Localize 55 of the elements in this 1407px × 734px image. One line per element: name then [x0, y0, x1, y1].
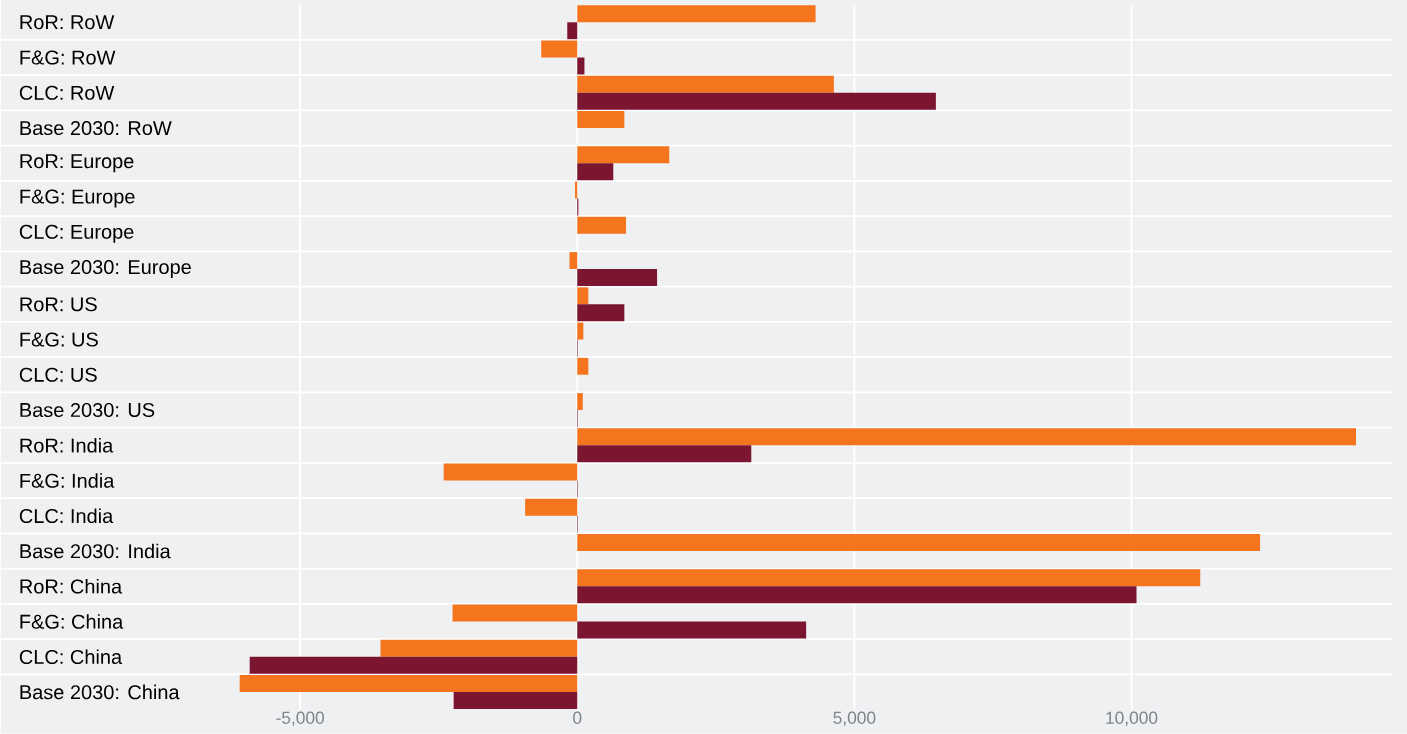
bar	[577, 322, 584, 340]
bar	[577, 445, 752, 463]
bar	[575, 181, 578, 199]
bar	[577, 111, 625, 129]
y-tick-label: RoR: US	[20, 297, 97, 312]
bar	[577, 146, 670, 164]
bar	[577, 358, 589, 375]
bar	[541, 40, 578, 58]
bar	[567, 22, 578, 40]
y-tick-label: RoR: Europe	[20, 154, 134, 173]
y-tick-label: CLC: US	[19, 367, 97, 383]
bar	[577, 569, 1201, 587]
y-tick-label: RoR: India	[20, 438, 114, 453]
bar	[577, 57, 585, 75]
bar	[577, 428, 1356, 446]
y-tick-label: CLC: Europe	[19, 224, 134, 244]
x-tick-label: 5,000	[833, 711, 876, 727]
bar	[577, 393, 583, 411]
bar	[577, 269, 658, 287]
bar	[577, 93, 936, 110]
y-tick-label: F&G: India	[20, 473, 115, 489]
bar	[577, 5, 816, 23]
y-tick-label: F&G: RoW	[20, 50, 116, 65]
bar	[577, 217, 627, 234]
y-tick-label: F&G: Europe	[20, 189, 135, 208]
bar	[380, 640, 578, 657]
y-tick-label: CLC: RoW	[19, 85, 115, 101]
bar	[577, 586, 1137, 604]
bar	[453, 692, 578, 710]
y-tick-label: F&G: US	[20, 332, 98, 347]
y-tick-label: RoR: China	[20, 579, 123, 594]
y-tick-label: Base 2030: India	[20, 543, 171, 559]
y-tick-label: CLC: China	[19, 649, 123, 665]
x-tick-label: 0	[573, 711, 582, 725]
bar	[443, 463, 578, 481]
bar	[577, 621, 807, 639]
bar	[525, 499, 578, 516]
x-tick-label: 10,000	[1106, 711, 1158, 727]
y-tick-label: Base 2030: China	[20, 684, 180, 700]
x-tick-label: -5,000	[276, 711, 324, 727]
bar	[577, 534, 1261, 552]
bar	[577, 163, 614, 181]
bar	[577, 287, 589, 305]
y-tick-label: F&G: China	[20, 614, 124, 630]
bar	[249, 656, 578, 674]
bar	[239, 675, 578, 693]
bar	[577, 304, 625, 322]
y-tick-label: Base 2030: Europe	[20, 260, 191, 279]
bar	[577, 76, 834, 93]
bar	[569, 252, 578, 270]
y-tick-label: CLC: India	[19, 508, 114, 524]
y-tick-label: RoR: RoW	[20, 15, 115, 30]
y-tick-label: Base 2030: RoW	[20, 121, 172, 136]
y-tick-label: Base 2030: US	[20, 403, 155, 418]
bar	[452, 604, 578, 622]
